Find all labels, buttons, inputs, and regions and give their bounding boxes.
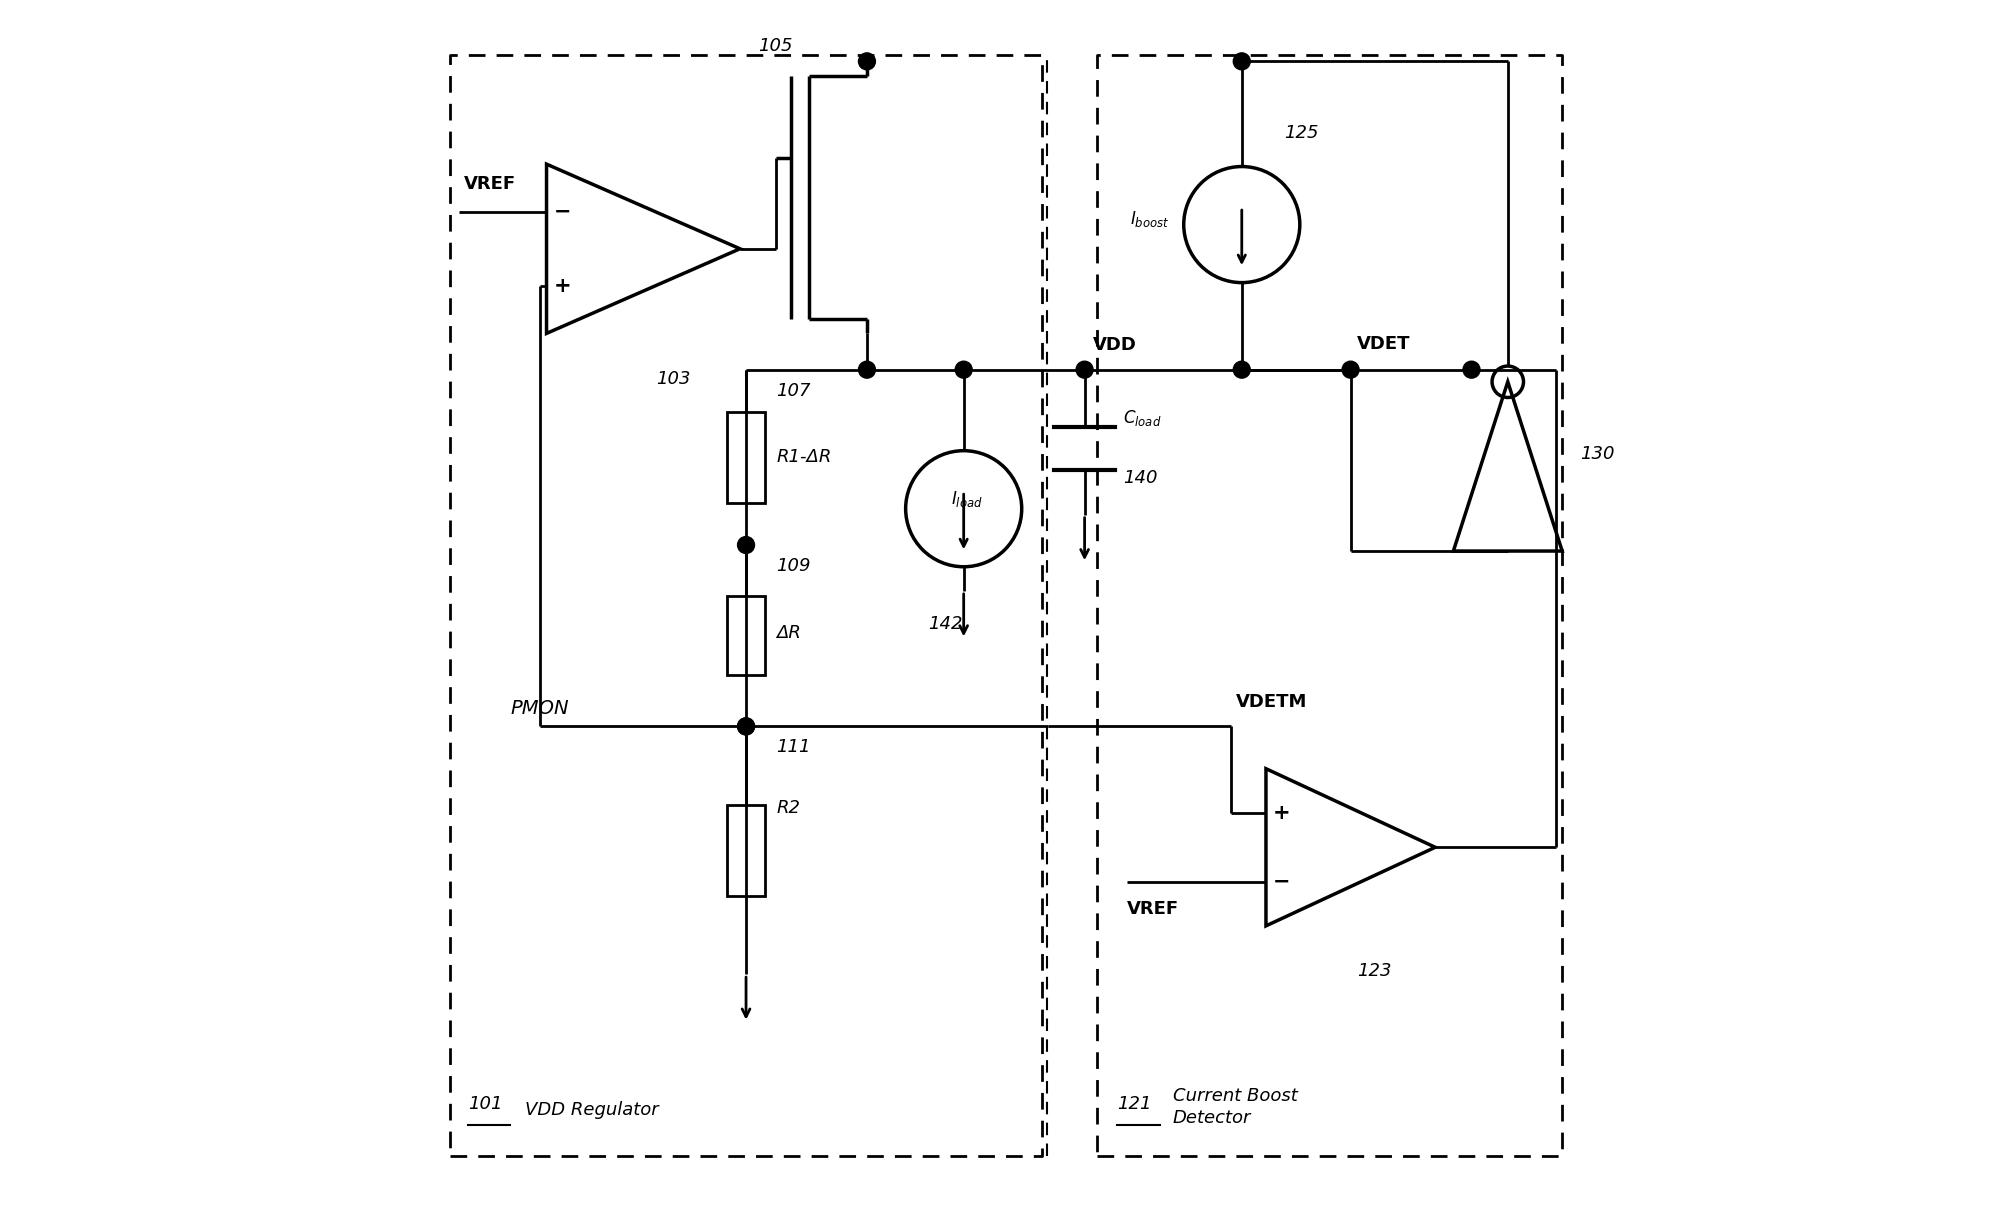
Circle shape [1463,361,1481,378]
Circle shape [859,53,875,70]
Text: 130: 130 [1579,445,1616,464]
Text: VDET: VDET [1356,335,1410,352]
Text: −: − [553,202,571,221]
Text: 103: 103 [656,369,690,388]
Text: 105: 105 [759,38,793,55]
Circle shape [738,537,754,554]
Text: $\mathit{I}_{boost}$: $\mathit{I}_{boost}$ [1129,209,1169,229]
Text: VDD: VDD [1093,336,1137,353]
Circle shape [738,718,754,735]
Text: 125: 125 [1284,125,1318,142]
Text: VDETM: VDETM [1235,692,1308,711]
Circle shape [738,718,754,735]
Circle shape [1233,361,1249,378]
Text: VREF: VREF [465,175,517,193]
Text: VDD Regulator: VDD Regulator [525,1101,658,1119]
Text: Current Boost
Detector: Current Boost Detector [1173,1087,1298,1128]
Text: VREF: VREF [1127,900,1179,918]
Text: +: + [553,276,571,296]
Text: +: + [1274,802,1290,823]
Bar [726,805,765,895]
Text: 140: 140 [1123,470,1157,488]
Text: −: − [1274,872,1290,892]
Text: 109: 109 [777,558,811,575]
Bar [726,412,765,503]
Text: 142: 142 [928,615,964,634]
Circle shape [1342,361,1358,378]
Text: 121: 121 [1117,1096,1151,1113]
Bar [726,597,765,675]
Circle shape [1233,53,1249,70]
Text: ΔR: ΔR [777,624,801,642]
Text: 107: 107 [777,382,811,400]
Circle shape [859,361,875,378]
Text: 123: 123 [1358,963,1392,980]
Circle shape [1076,361,1093,378]
Text: 101: 101 [469,1096,503,1113]
Text: 111: 111 [777,739,811,757]
Text: $\mathit{C}_{load}$: $\mathit{C}_{load}$ [1123,408,1161,428]
Text: R2: R2 [777,799,801,817]
Text: $\mathit{I}_{load}$: $\mathit{I}_{load}$ [952,489,984,509]
Text: R1-ΔR: R1-ΔR [777,449,831,466]
Circle shape [956,361,972,378]
Text: PMON: PMON [511,698,569,718]
